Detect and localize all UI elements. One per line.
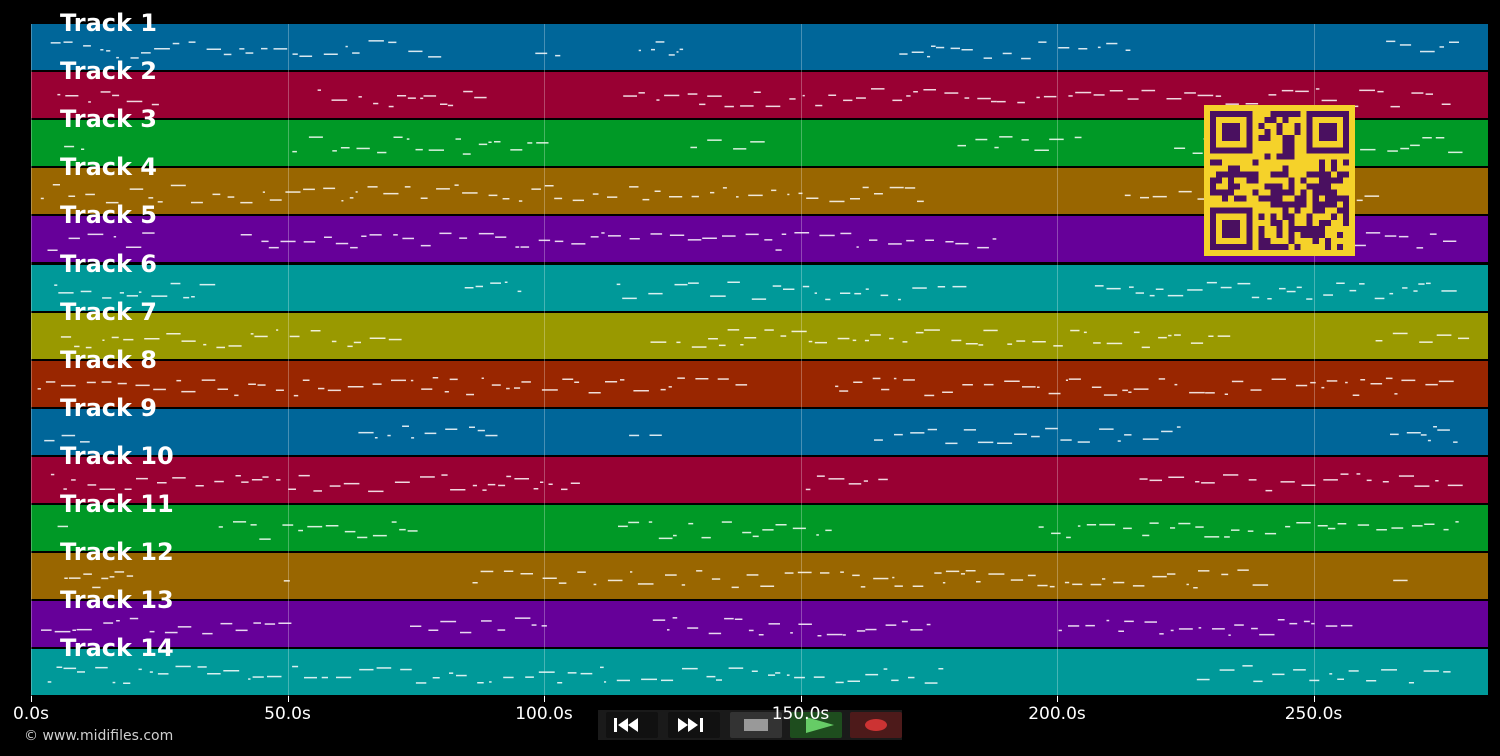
track-notes xyxy=(47,665,1451,684)
track-notes xyxy=(64,569,1408,589)
track-label: Track 10 xyxy=(60,442,174,470)
play-button[interactable] xyxy=(790,712,842,738)
track-row[interactable]: Track 8 xyxy=(31,347,1488,407)
transport-controls xyxy=(598,710,902,740)
axis-tick-mark xyxy=(1313,696,1315,702)
rewind-icon xyxy=(614,718,638,732)
track-row[interactable]: Track 10 xyxy=(31,443,1488,503)
track-notes xyxy=(50,40,1459,60)
track-notes xyxy=(57,88,1451,108)
fast-forward-icon xyxy=(678,718,703,732)
track-label: Track 6 xyxy=(60,250,158,278)
play-icon xyxy=(806,717,834,733)
qr-code-icon xyxy=(1204,105,1355,256)
fast-forward-button[interactable] xyxy=(668,712,720,738)
track-label: Track 1 xyxy=(60,9,158,37)
axis-tick-mark xyxy=(31,696,32,702)
track-label: Track 12 xyxy=(60,538,174,566)
track-notes xyxy=(60,329,1470,349)
track-label: Track 9 xyxy=(60,394,158,422)
stop-icon xyxy=(744,719,768,731)
axis-tick-label: 200.0s xyxy=(1028,704,1086,724)
track-row[interactable]: Track 6 xyxy=(31,251,1488,311)
axis-tick-label: 50.0s xyxy=(264,704,311,724)
axis-tick-label: 150.0s xyxy=(771,704,830,724)
track-row[interactable]: Track 11 xyxy=(31,491,1488,551)
track-label: Track 2 xyxy=(60,57,158,85)
track-notes xyxy=(57,521,1459,540)
track-label: Track 7 xyxy=(60,298,158,326)
axis-tick-mark xyxy=(544,696,545,702)
track-label: Track 3 xyxy=(60,105,158,133)
record-button[interactable] xyxy=(850,712,902,738)
axis-tick-mark xyxy=(287,696,289,702)
stop-button[interactable] xyxy=(730,712,782,738)
axis-tick-label: 0.0s xyxy=(13,704,49,724)
track-timeline[interactable]: Track 1 Track 2 Track 3 Track 4 Track 5 Track… xyxy=(31,10,1488,696)
axis-tick-mark xyxy=(800,696,802,702)
track-label: Track 11 xyxy=(60,490,174,518)
track-notes xyxy=(37,377,1454,397)
track-notes xyxy=(44,425,1458,445)
track-label: Track 5 xyxy=(60,201,158,229)
track-row[interactable]: Track 13 xyxy=(31,587,1488,647)
track-label: Track 8 xyxy=(60,346,158,374)
track-label: Track 13 xyxy=(60,586,174,614)
track-row[interactable]: Track 7 xyxy=(31,299,1488,359)
track-label: Track 4 xyxy=(60,153,158,181)
copyright-text: © www.midifiles.com xyxy=(24,728,174,744)
track-notes xyxy=(54,281,1457,301)
record-icon xyxy=(865,719,887,731)
track-notes xyxy=(50,473,1463,493)
track-row[interactable]: Track 1 xyxy=(31,10,1488,70)
rewind-button[interactable] xyxy=(606,712,658,738)
track-row[interactable]: Track 12 xyxy=(31,539,1488,599)
track-label: Track 14 xyxy=(60,634,174,662)
track-row[interactable]: Track 9 xyxy=(31,395,1488,455)
axis-tick-label: 100.0s xyxy=(515,704,573,724)
track-row[interactable]: Track 14 xyxy=(31,635,1488,695)
axis-tick-label: 250.0s xyxy=(1284,704,1343,724)
track-notes xyxy=(41,617,1353,637)
axis-tick-mark xyxy=(1057,696,1058,702)
